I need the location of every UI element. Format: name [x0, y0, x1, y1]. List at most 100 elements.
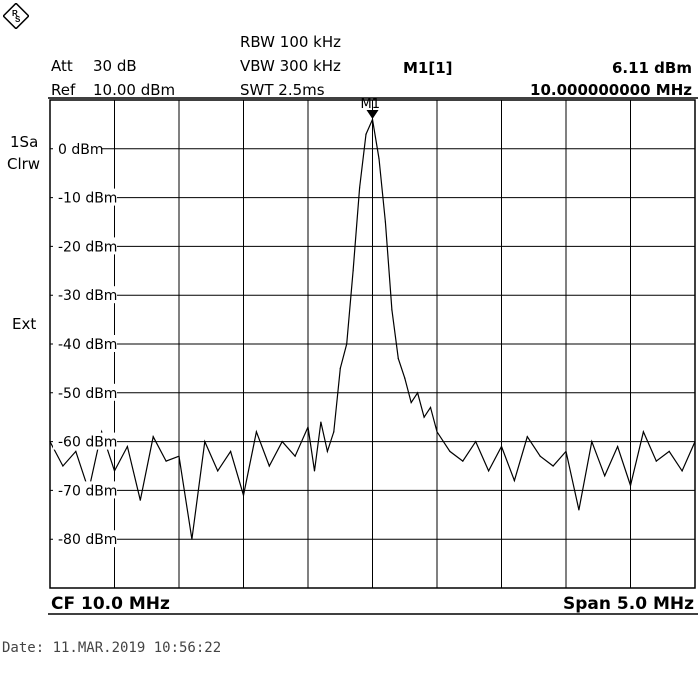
ytick-label-background	[53, 481, 117, 499]
spectrum-plot: M1 0 dBm -10 dBm -20 dBm -30 dBm -40 dBm -50 …	[48, 97, 698, 615]
ytick-label: -60 dBm	[58, 435, 117, 451]
trace-point	[417, 392, 419, 394]
grid-lines	[50, 100, 695, 588]
trace-point	[539, 455, 541, 457]
marker-m1-label: M1	[361, 97, 381, 112]
ytick-label: -70 dBm	[58, 483, 117, 499]
trace-point	[404, 377, 406, 379]
trace-point	[294, 455, 296, 457]
trace-point	[230, 450, 232, 452]
trace-mode-2: Clrw	[7, 155, 41, 173]
ytick-label-background	[53, 139, 101, 157]
trace-point	[281, 441, 283, 443]
marker-frequency: 10.000000000 MHz	[530, 81, 692, 99]
timestamp: Date: 11.MAR.2019 10:56:22	[2, 640, 222, 656]
trace-point	[552, 465, 554, 467]
trace-point	[101, 431, 103, 433]
ytick-label: -20 dBm	[58, 239, 117, 255]
ytick-label: -40 dBm	[58, 337, 117, 353]
trace-mode-1: 1Sa	[10, 133, 39, 151]
trace-point	[629, 484, 632, 487]
trace-point	[346, 343, 348, 345]
ytick-label-background	[53, 530, 117, 548]
trace-point	[217, 470, 219, 472]
trace-point	[526, 436, 528, 438]
ytick-label-background	[53, 335, 117, 352]
marker-m1-triangle	[366, 109, 379, 119]
trace-point	[488, 470, 490, 472]
trace-point	[62, 465, 64, 467]
trace-point	[642, 431, 645, 433]
ytick-label-background	[53, 286, 117, 304]
trace-point	[326, 450, 328, 452]
ytick-label: -80 dBm	[58, 532, 117, 548]
trace-point	[423, 416, 425, 418]
trace-point	[255, 431, 257, 433]
vbw-setting: VBW 300 kHz	[240, 57, 341, 75]
trace-point	[371, 118, 374, 121]
center-frequency: CF 10.0 MHz	[51, 594, 170, 614]
trace-point	[307, 426, 309, 428]
trace-point	[617, 445, 619, 448]
ref-value: 10.00 dBm	[93, 81, 176, 99]
trace-point	[139, 499, 141, 501]
trace-point	[391, 309, 393, 311]
rohde-schwarz-logo-icon: R S	[3, 3, 29, 29]
att-value: 30 dB	[93, 57, 137, 75]
trace-point	[604, 475, 606, 477]
trace-point	[320, 421, 322, 423]
trace-point	[475, 441, 477, 443]
swt-setting: SWT 2.5ms	[240, 81, 325, 99]
trace-point	[449, 450, 451, 452]
marker-label: M1[1]	[403, 59, 453, 77]
ytick-label: -10 dBm	[58, 191, 117, 207]
trace-point	[429, 406, 432, 409]
trace-point	[339, 367, 341, 369]
trace-point	[384, 221, 386, 223]
plot-frame	[49, 99, 696, 589]
ytick-label: -30 dBm	[58, 288, 117, 304]
trace-point	[113, 470, 116, 472]
trace-point	[152, 436, 154, 438]
ext-indicator: Ext	[12, 315, 37, 333]
span-value: Span 5.0 MHz	[563, 594, 694, 614]
trace-point	[668, 450, 670, 452]
trace-point	[242, 494, 245, 496]
svg-text:R: R	[12, 9, 18, 18]
trace-point	[126, 445, 128, 448]
marker-level: 6.11 dBm	[611, 59, 692, 77]
ytick-label-background	[53, 188, 117, 206]
trace-point	[681, 470, 683, 472]
svg-text:S: S	[15, 15, 21, 24]
trace-point	[204, 441, 206, 443]
trace-point	[178, 455, 180, 457]
trace-point	[565, 450, 567, 452]
ytick-label: 0 dBm	[58, 142, 104, 158]
ytick-label: -50 dBm	[58, 386, 117, 402]
trace-point	[268, 465, 270, 467]
trace-point	[410, 401, 412, 404]
trace-point	[462, 460, 464, 462]
ytick-label-background	[53, 432, 117, 450]
trace-point	[655, 460, 657, 462]
trace-point	[513, 480, 516, 482]
trace-point	[365, 133, 367, 135]
trace-point	[75, 450, 77, 452]
trace-point	[397, 358, 399, 360]
att-label: Att	[51, 57, 73, 75]
trace-point	[191, 538, 193, 540]
trace-point	[578, 509, 580, 511]
trace-point	[165, 460, 167, 462]
ref-label: Ref	[51, 81, 76, 99]
trace-point	[436, 431, 438, 433]
trace-point	[378, 157, 380, 160]
trace-point	[591, 441, 593, 443]
trace-point	[500, 445, 503, 448]
trace-point	[352, 270, 354, 272]
trace-point	[313, 470, 316, 472]
trace-point	[359, 187, 361, 189]
ytick-label-background	[53, 237, 117, 255]
trace-point	[333, 431, 335, 433]
ytick-label-background	[53, 383, 117, 401]
rbw-setting: RBW 100 kHz	[240, 33, 342, 51]
